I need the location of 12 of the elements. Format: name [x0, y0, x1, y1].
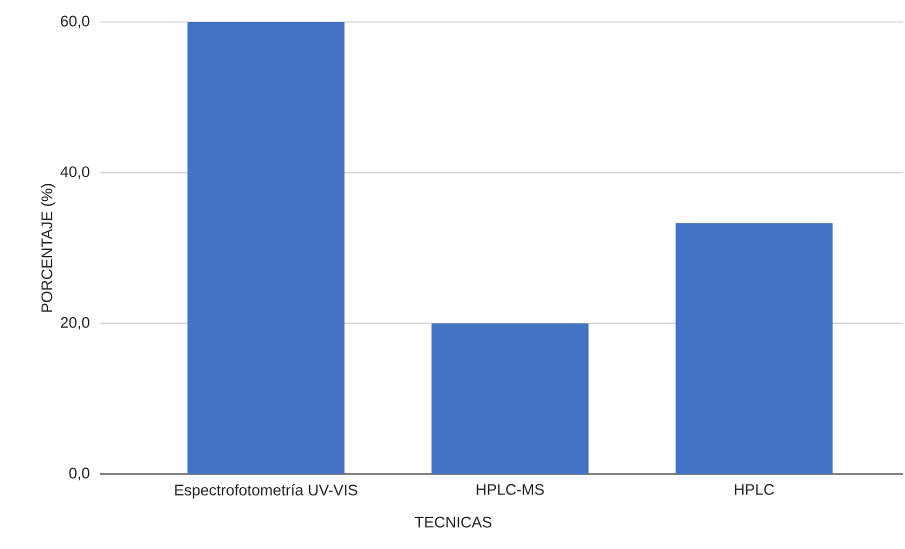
bar — [676, 223, 833, 474]
bar — [432, 323, 589, 474]
y-axis-title: PORCENTAJE (%) — [41, 184, 56, 312]
x-axis-title: TECNICAS — [414, 516, 492, 528]
x-tick-label: HPLC — [734, 484, 774, 495]
x-tick-label: Espectrofotometría UV-VIS — [175, 484, 358, 499]
y-tick-label: 0,0 — [69, 468, 90, 480]
bar — [187, 22, 344, 474]
x-tick-label: HPLC-MS — [476, 484, 544, 495]
y-tick-label: 40,0 — [60, 166, 90, 180]
y-tick-label: 20,0 — [60, 317, 90, 330]
y-tick-label: 60,0 — [60, 16, 90, 28]
